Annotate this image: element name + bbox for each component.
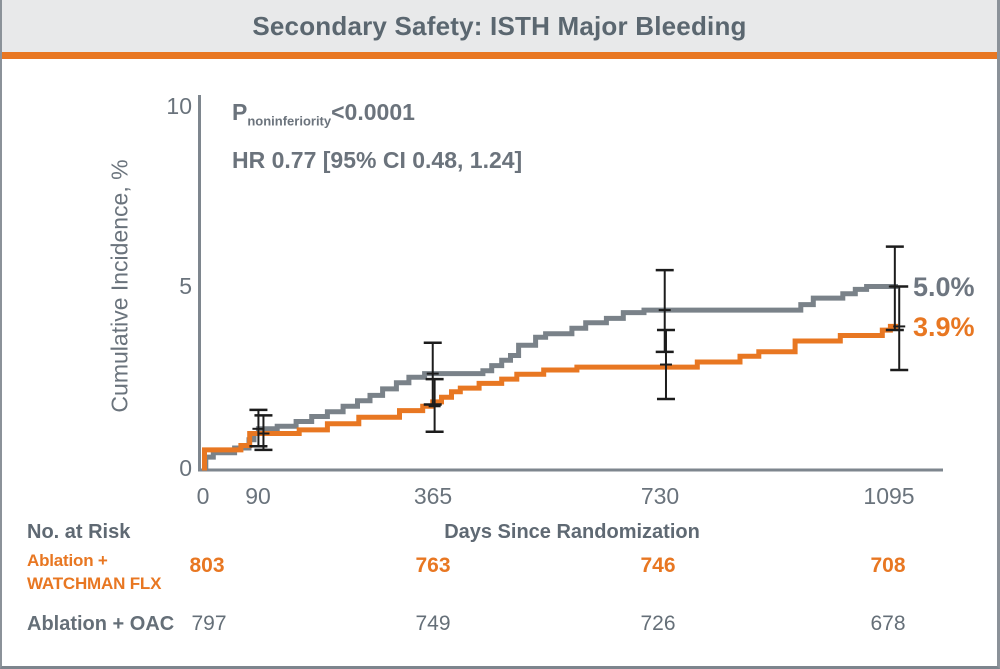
risk-value-oac-d365: 749 (415, 612, 451, 635)
p-value-line: Pnoninferiority<0.0001 (232, 99, 415, 129)
x-tick-365: 365 (413, 483, 453, 509)
y-tick-5: 5 (179, 273, 192, 299)
end-label-oac: 5.0% (913, 272, 975, 302)
stats-annotation: Pnoninferiority<0.0001 HR 0.77 [95% CI 0… (232, 97, 522, 175)
risk-value-oac-d1095: 678 (870, 612, 906, 635)
accent-divider (2, 52, 997, 59)
x-tick-0: 0 (196, 483, 210, 509)
risk-value-watchman-d0: 803 (189, 554, 225, 577)
y-axis-label: Cumulative Incidence, % (106, 159, 133, 413)
risk-table-header: No. at Risk (27, 521, 131, 543)
risk-row-watchman-label-line1: Ablation + (27, 551, 108, 570)
title-bar: Secondary Safety: ISTH Major Bleeding (2, 0, 997, 52)
y-tick-10: 10 (166, 93, 192, 119)
x-tick-1095: 1095 (863, 483, 915, 509)
risk-row-oac-label: Ablation + OAC (27, 613, 175, 635)
end-label-watchman: 3.9% (913, 312, 975, 342)
risk-value-oac-d0: 797 (191, 612, 227, 635)
x-tick-730: 730 (640, 483, 680, 509)
risk-value-watchman-d730: 746 (640, 554, 676, 577)
y-tick-0: 0 (179, 455, 192, 481)
risk-row-watchman-label-line2: WATCHMAN FLX (27, 574, 162, 593)
hazard-ratio-line: HR 0.77 [95% CI 0.48, 1.24] (232, 146, 523, 173)
x-tick-90: 90 (245, 483, 271, 509)
risk-value-watchman-d365: 763 (415, 554, 451, 577)
page-title: Secondary Safety: ISTH Major Bleeding (252, 10, 747, 41)
x-axis-title: Days Since Randomization (444, 521, 700, 543)
risk-value-watchman-d1095: 708 (870, 554, 906, 577)
risk-value-oac-d730: 726 (640, 612, 676, 635)
